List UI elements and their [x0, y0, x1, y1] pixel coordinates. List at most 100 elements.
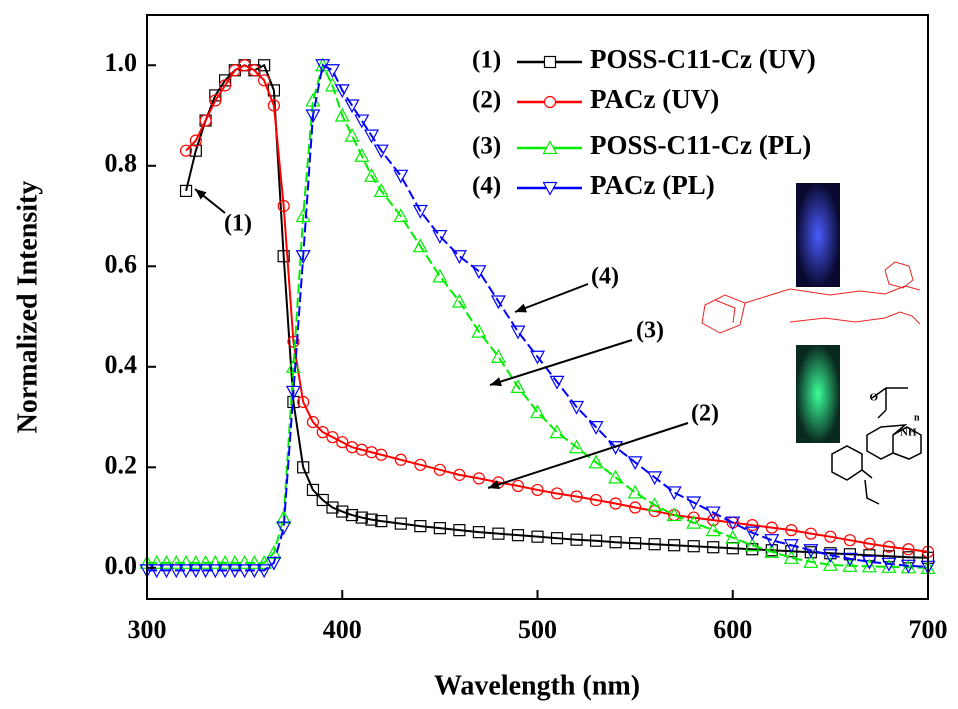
- marker: [219, 79, 232, 92]
- marker: [188, 555, 204, 569]
- marker: [783, 539, 799, 553]
- inset-photo-blue: [796, 183, 840, 287]
- marker: [324, 64, 340, 79]
- marker: [803, 544, 819, 559]
- inset-photo-green: [796, 345, 840, 443]
- marker: [277, 250, 290, 263]
- marker: [608, 469, 624, 484]
- marker: [570, 533, 583, 546]
- marker: [490, 295, 506, 310]
- y-tick-label: 0.8: [105, 149, 138, 178]
- marker: [705, 522, 721, 537]
- marker: [569, 400, 585, 415]
- legend-label: POSS-C11-Cz (PL): [590, 130, 811, 160]
- marker: [178, 555, 194, 569]
- marker: [764, 543, 780, 558]
- marker: [168, 564, 184, 579]
- legend-label-number: (2): [472, 87, 501, 114]
- marker: [149, 555, 165, 569]
- marker: [843, 534, 857, 547]
- marker: [412, 238, 428, 253]
- marker: [542, 140, 558, 155]
- marker: [266, 556, 282, 571]
- marker: [433, 522, 446, 535]
- inset-atom-label: NH: [900, 427, 917, 439]
- marker: [198, 564, 214, 579]
- marker: [529, 350, 546, 365]
- marker: [471, 323, 487, 338]
- marker: [725, 516, 741, 531]
- marker: [179, 144, 193, 157]
- marker: [432, 268, 448, 283]
- marker: [297, 461, 310, 474]
- marker: [334, 84, 350, 99]
- marker: [609, 497, 622, 510]
- marker: [647, 471, 663, 486]
- marker: [861, 555, 877, 570]
- x-tick-label: 400: [323, 615, 362, 644]
- marker: [627, 456, 643, 471]
- marker: [256, 564, 272, 579]
- marker: [510, 325, 526, 340]
- marker: [569, 439, 585, 454]
- annotation: (4): [591, 264, 619, 290]
- x-tick-label: 300: [128, 615, 167, 644]
- marker: [842, 552, 858, 567]
- marker: [490, 348, 506, 363]
- marker: [393, 208, 409, 223]
- marker: [287, 335, 300, 348]
- series: [139, 59, 936, 579]
- marker: [305, 109, 321, 124]
- marker: [647, 497, 663, 512]
- marker: [764, 534, 780, 548]
- marker: [295, 250, 311, 264]
- plot-layer: [139, 57, 936, 579]
- marker: [209, 94, 222, 107]
- marker: [492, 527, 505, 540]
- marker: [542, 181, 558, 196]
- marker: [149, 564, 165, 579]
- inset-atom-label: n: [914, 412, 920, 423]
- marker: [394, 453, 407, 466]
- marker: [246, 564, 262, 579]
- marker: [707, 513, 720, 527]
- marker: [744, 526, 760, 541]
- marker: [433, 463, 446, 476]
- marker: [687, 540, 700, 553]
- marker: [705, 506, 721, 521]
- marker: [432, 230, 448, 244]
- marker: [316, 426, 329, 439]
- y-tick-label: 0.2: [105, 450, 138, 479]
- marker: [375, 514, 388, 528]
- marker: [881, 559, 897, 573]
- marker: [364, 168, 380, 182]
- marker: [393, 169, 409, 184]
- marker: [345, 508, 359, 522]
- marker: [902, 543, 915, 556]
- marker: [207, 564, 223, 579]
- marker: [258, 74, 271, 87]
- marker: [276, 521, 292, 536]
- y-tick-label: 1.0: [105, 48, 138, 77]
- marker: [588, 421, 604, 435]
- marker: [355, 511, 368, 524]
- marker: [744, 537, 760, 552]
- marker: [159, 555, 175, 569]
- marker: [803, 554, 819, 568]
- legend-label-number: (4): [472, 173, 501, 200]
- marker: [589, 493, 603, 507]
- marker: [306, 483, 320, 497]
- marker: [510, 379, 526, 394]
- marker: [783, 550, 799, 564]
- marker: [267, 99, 281, 112]
- marker: [529, 404, 546, 419]
- marker: [882, 550, 896, 563]
- inset-molecule-red: [701, 261, 921, 334]
- marker: [549, 375, 565, 390]
- marker: [394, 517, 407, 530]
- marker: [550, 532, 564, 545]
- marker: [686, 496, 702, 511]
- marker: [246, 555, 262, 569]
- marker: [472, 526, 486, 539]
- marker: [549, 424, 565, 439]
